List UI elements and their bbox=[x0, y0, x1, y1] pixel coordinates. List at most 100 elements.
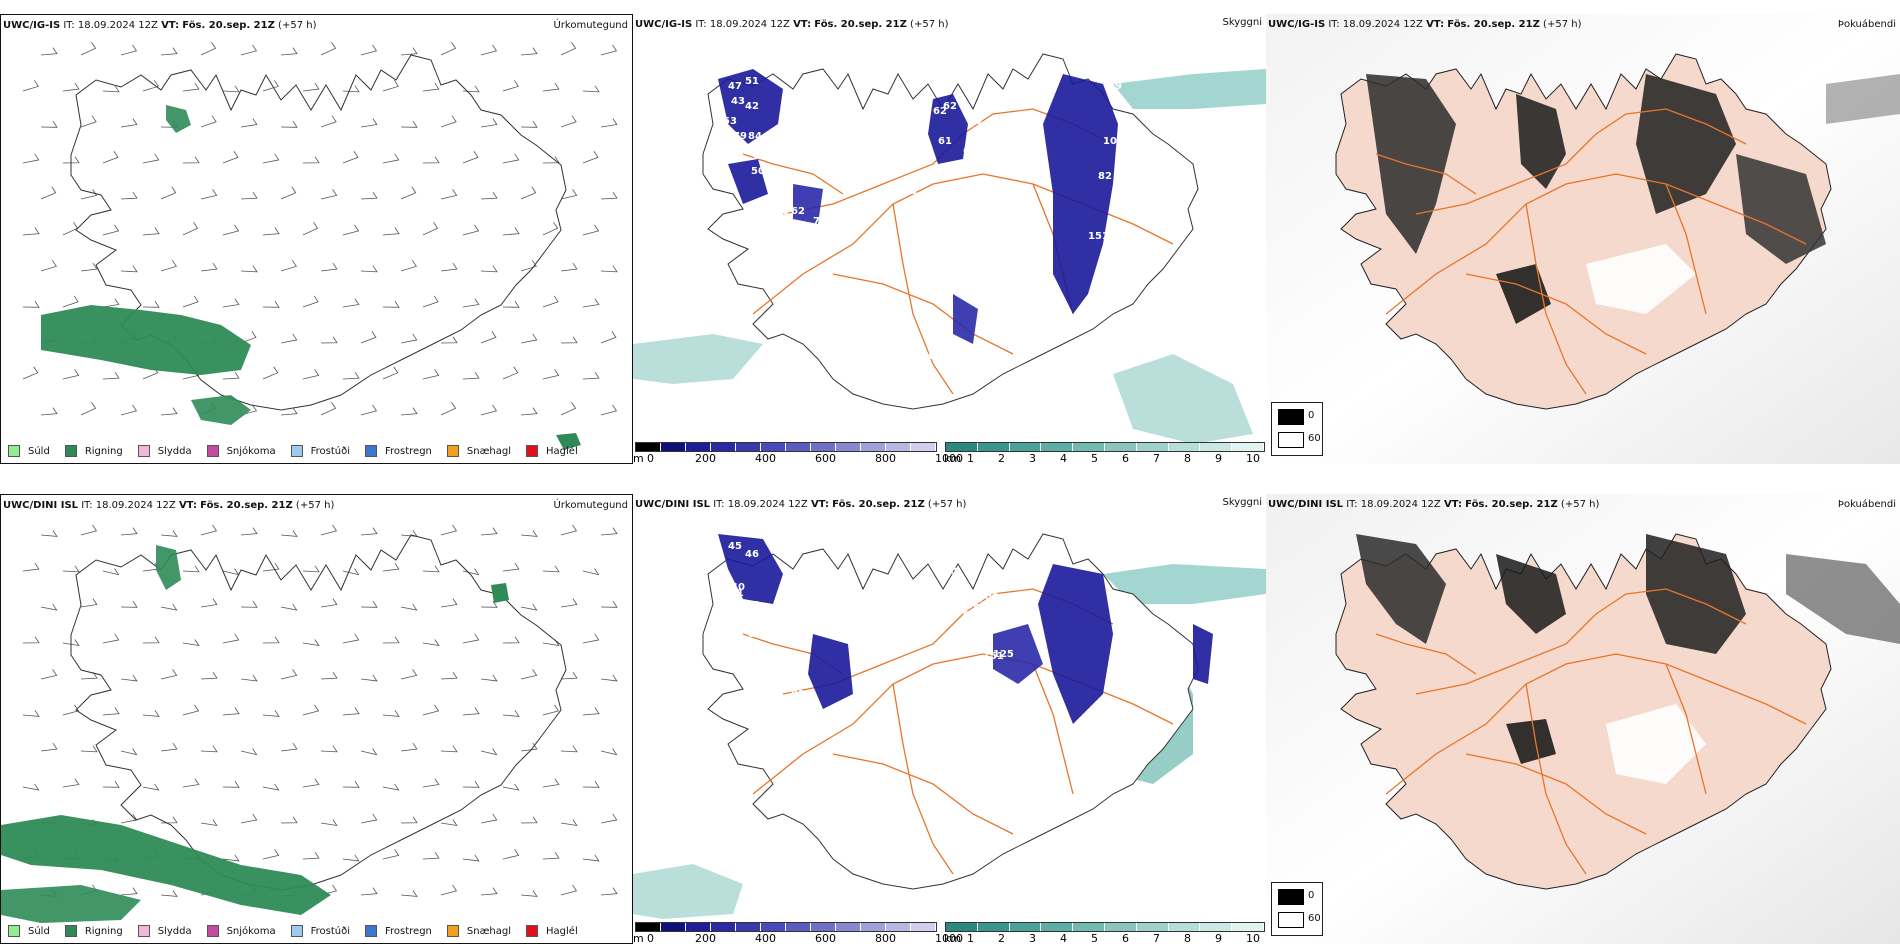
ceiling-label: 109 bbox=[903, 680, 924, 691]
colorbar-cell bbox=[1009, 923, 1042, 931]
wind-barb bbox=[542, 295, 559, 308]
visibility-tick: 2 bbox=[998, 932, 1005, 944]
legend-item: Snæhagl bbox=[446, 925, 511, 937]
wind-barb bbox=[440, 884, 458, 896]
ceiling-tick: 0 bbox=[647, 452, 654, 464]
ceiling-label: 300 bbox=[978, 592, 999, 603]
wind-barb bbox=[160, 742, 178, 752]
fog-legend-low: 0 bbox=[1308, 410, 1315, 421]
wind-barb bbox=[422, 851, 440, 860]
wind-barb bbox=[342, 707, 360, 716]
wind-barb bbox=[360, 404, 378, 416]
wind-barb bbox=[22, 80, 39, 92]
legend-item: Haglél bbox=[526, 925, 578, 937]
legend-swatch bbox=[137, 445, 150, 457]
colorbar-cell bbox=[1168, 443, 1201, 451]
ceiling-label: 65 bbox=[938, 615, 952, 626]
wind-barb bbox=[280, 260, 297, 272]
wind-barb bbox=[200, 745, 218, 753]
wind-barb bbox=[480, 331, 497, 344]
wind-barb bbox=[320, 819, 338, 827]
fog-panel-row2: Þokuábendi UWC/DINI ISL IT: 18.09.2024 1… bbox=[1266, 494, 1900, 944]
wind-barb bbox=[400, 603, 418, 611]
ceiling-label: 52 bbox=[751, 650, 765, 661]
ceiling-label: 126 bbox=[773, 181, 794, 192]
wind-barb bbox=[520, 890, 538, 897]
wind-barb bbox=[542, 222, 559, 236]
wind-barb bbox=[262, 366, 279, 380]
ceiling-label: 42 bbox=[745, 101, 759, 112]
ceiling-label: 70 bbox=[788, 366, 802, 377]
wind-barb bbox=[280, 121, 298, 128]
wind-barb bbox=[502, 301, 520, 308]
ceiling-label: 61 bbox=[983, 161, 997, 172]
legend-label: Frostúði bbox=[310, 925, 350, 937]
ceiling-label: 101 bbox=[723, 588, 744, 599]
wind-barb bbox=[160, 816, 178, 824]
ceiling-label: 84 bbox=[748, 131, 762, 142]
wind-barb bbox=[542, 82, 560, 92]
colorbar-cell bbox=[1168, 923, 1201, 931]
wind-barb bbox=[80, 745, 98, 753]
ceiling-label: 43 bbox=[731, 96, 745, 107]
legend-label: Rigning bbox=[84, 445, 123, 457]
wind-barb bbox=[480, 265, 498, 273]
wind-barb bbox=[302, 639, 320, 647]
colorbar-cell bbox=[946, 923, 978, 931]
ceiling-area bbox=[808, 634, 853, 709]
precip-panel-row2: UWC/DINI ISL IT: 18.09.2024 12Z VT: Fös.… bbox=[0, 494, 633, 944]
fog-legend-high: 60 bbox=[1308, 913, 1321, 924]
wind-barb bbox=[182, 639, 200, 647]
legend-item: Rigning bbox=[64, 445, 123, 457]
wind-barb bbox=[120, 404, 138, 416]
ceiling-tick: 600 bbox=[815, 932, 836, 944]
road-segment bbox=[1595, 108, 1747, 145]
colorbar-cell bbox=[686, 443, 711, 451]
visibility-tick: 3 bbox=[1029, 932, 1036, 944]
legend-item: Rigning bbox=[64, 925, 123, 937]
legend-item: Snæhagl bbox=[446, 445, 511, 457]
wind-barb bbox=[222, 633, 240, 644]
wind-barb bbox=[382, 636, 400, 644]
ceiling-label: 62 bbox=[798, 101, 812, 112]
wind-barb bbox=[302, 82, 320, 92]
wind-barb bbox=[422, 82, 440, 92]
rain-area bbox=[491, 583, 509, 603]
wind-barb bbox=[342, 633, 360, 644]
visibility-tick: 2 bbox=[998, 452, 1005, 464]
wind-barb bbox=[262, 153, 280, 164]
legend-label: Snjókoma bbox=[226, 445, 276, 457]
wind-barb bbox=[160, 47, 178, 56]
wind-barb bbox=[382, 227, 400, 236]
colorbar-cell bbox=[886, 443, 911, 451]
wind-barb bbox=[462, 85, 480, 93]
wind-barb bbox=[400, 816, 418, 824]
wind-barb bbox=[120, 601, 138, 608]
wind-barb bbox=[320, 336, 338, 344]
wind-barb bbox=[462, 298, 480, 308]
wind-barb bbox=[40, 260, 57, 272]
wind-barb bbox=[182, 156, 200, 164]
wind-barb bbox=[280, 603, 298, 611]
ceiling-tick: 400 bbox=[755, 932, 776, 944]
ceiling-label: 188 bbox=[998, 692, 1019, 703]
rain-area bbox=[41, 305, 251, 375]
ceiling-area bbox=[793, 184, 823, 224]
legend-swatch bbox=[8, 925, 20, 937]
wind-barb bbox=[302, 704, 320, 716]
wind-barb bbox=[182, 222, 199, 236]
road-segment bbox=[1385, 173, 1807, 315]
wind-barb bbox=[502, 636, 520, 644]
ceiling-label: 50 bbox=[751, 166, 765, 177]
colorbar-cell bbox=[1041, 443, 1074, 451]
ceiling-area bbox=[718, 534, 783, 604]
wind-barb bbox=[422, 222, 439, 236]
wind-barb bbox=[222, 854, 240, 862]
wind-barb bbox=[600, 601, 618, 608]
ceiling-label: 59 bbox=[1108, 81, 1122, 92]
wind-barb bbox=[320, 745, 338, 753]
wind-barb bbox=[360, 674, 378, 682]
ceiling-label: 145 bbox=[893, 366, 914, 377]
